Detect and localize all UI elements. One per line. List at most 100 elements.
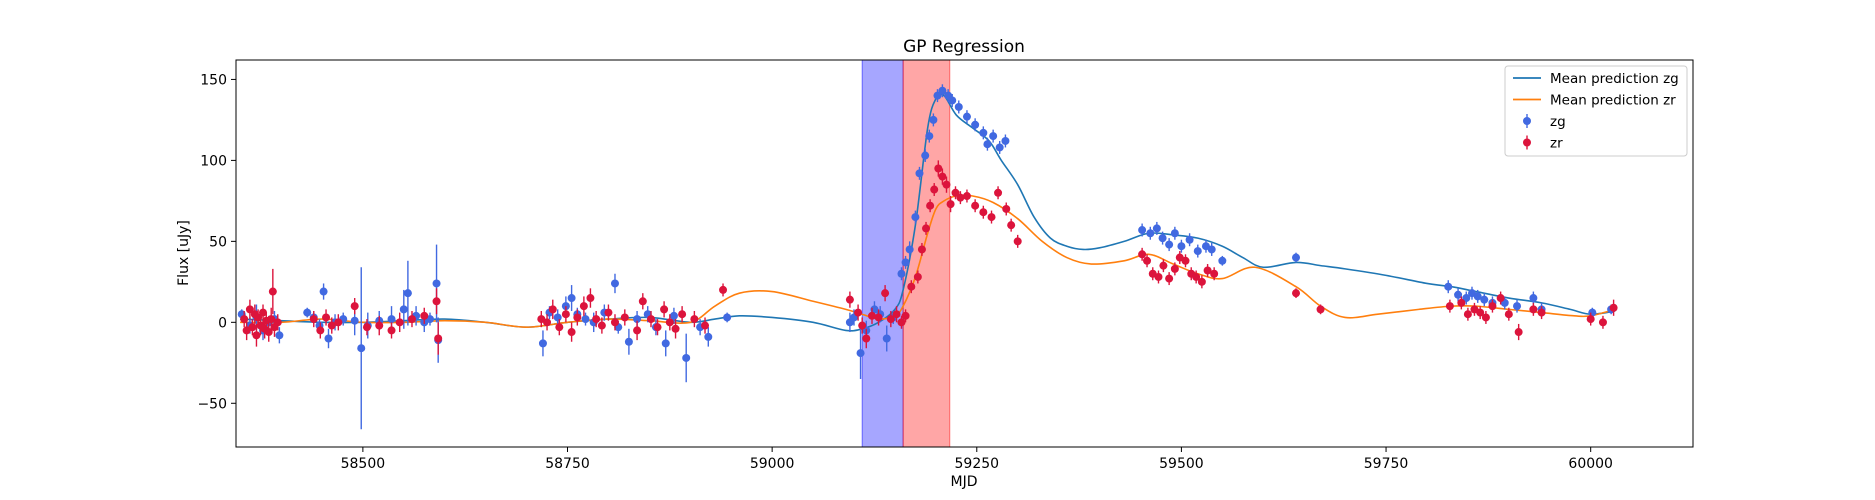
legend-label-2: zg <box>1550 114 1566 130</box>
point-zr <box>1138 250 1147 259</box>
point-zr <box>897 318 906 327</box>
point-zg <box>538 339 547 348</box>
point-zg <box>661 339 670 348</box>
x-tick-label: 60000 <box>1568 456 1613 472</box>
point-zg <box>983 140 992 149</box>
point-zr <box>592 315 601 324</box>
point-zr <box>1488 302 1497 311</box>
point-zg <box>1444 282 1453 291</box>
point-zr <box>1463 310 1472 319</box>
point-zr <box>907 282 916 291</box>
point-zr <box>407 315 416 324</box>
point-zg <box>911 213 920 222</box>
point-zg <box>1473 292 1482 301</box>
x-tick-label: 59500 <box>1159 456 1204 472</box>
point-zr <box>432 297 441 306</box>
point-zg <box>933 91 942 100</box>
point-zr <box>350 302 359 311</box>
point-zr <box>892 310 901 319</box>
point-zg <box>567 294 576 303</box>
point-zg <box>1218 256 1227 265</box>
point-zr <box>555 323 564 332</box>
point-zg <box>1529 294 1538 303</box>
point-zg <box>1193 247 1202 256</box>
point-zr <box>1457 298 1466 307</box>
point-zg <box>1513 302 1522 311</box>
point-zg <box>948 96 957 105</box>
y-tick-label: 100 <box>200 153 227 169</box>
point-zr <box>1504 310 1513 319</box>
point-zg <box>610 279 619 288</box>
point-zg <box>989 132 998 141</box>
point-zr <box>979 208 988 217</box>
point-zg <box>925 132 934 141</box>
point-zr <box>690 315 699 324</box>
point-zr <box>665 318 674 327</box>
point-zr <box>387 326 396 335</box>
point-zg <box>1158 234 1167 243</box>
point-zg <box>350 316 359 325</box>
y-tick-label: 150 <box>200 72 227 88</box>
point-zr <box>926 201 935 210</box>
point-zg <box>929 115 938 124</box>
point-zr <box>1013 237 1022 246</box>
legend-box <box>1504 65 1688 157</box>
point-zr <box>858 321 867 330</box>
point-zr <box>930 185 939 194</box>
point-zg <box>1165 240 1174 249</box>
point-zr <box>573 313 582 322</box>
point-zr <box>946 200 955 209</box>
point-zr <box>660 305 669 314</box>
legend-label-1: Mean prediction zr <box>1550 93 1676 109</box>
point-zr <box>719 285 728 294</box>
point-zr <box>1181 256 1190 265</box>
point-zr <box>971 201 980 210</box>
point-zr <box>561 310 570 319</box>
y-axis-label: Flux [uJy] <box>176 220 192 286</box>
point-zr <box>638 297 647 306</box>
point-zr <box>994 188 1003 197</box>
point-zr <box>579 302 588 311</box>
point-zr <box>1197 277 1206 286</box>
legend: Mean prediction zg Mean prediction zr zg zr <box>1504 65 1688 157</box>
point-zg <box>581 315 590 324</box>
point-zr <box>701 321 710 330</box>
point-zr <box>395 318 404 327</box>
series-zr <box>240 160 1618 355</box>
point-zg <box>897 269 906 278</box>
point-zg <box>1170 229 1179 238</box>
legend-label-3: zr <box>1550 136 1563 152</box>
point-zg <box>1146 229 1155 238</box>
point-zg <box>1480 295 1489 304</box>
chart-title: GP Regression <box>903 37 1025 57</box>
point-zr <box>604 308 613 317</box>
point-zg <box>275 331 284 340</box>
point-zr <box>1529 305 1538 314</box>
point-zg <box>1207 245 1216 254</box>
point-zr <box>956 193 965 202</box>
y-tick-label: −50 <box>197 396 227 412</box>
x-tick-label: 59750 <box>1364 456 1409 472</box>
x-tick-label: 58500 <box>341 456 386 472</box>
point-zr <box>1481 313 1490 322</box>
point-zg <box>624 337 633 346</box>
point-zr <box>951 188 960 197</box>
point-zg <box>856 349 865 358</box>
point-zr <box>245 305 254 314</box>
point-zr <box>868 311 877 320</box>
point-zr <box>671 324 680 333</box>
point-zg <box>938 86 947 95</box>
point-zg <box>324 334 333 343</box>
plot-content <box>237 60 1618 447</box>
point-zr <box>309 315 318 324</box>
point-zr <box>987 213 996 222</box>
point-zr <box>678 310 687 319</box>
point-zr <box>268 287 277 296</box>
point-zg <box>399 305 408 314</box>
point-zr <box>548 305 557 314</box>
point-zg <box>319 287 328 296</box>
point-zg <box>1462 294 1471 303</box>
mean-line-zr <box>240 194 1616 328</box>
point-zg <box>669 311 678 320</box>
point-zr <box>633 326 642 335</box>
